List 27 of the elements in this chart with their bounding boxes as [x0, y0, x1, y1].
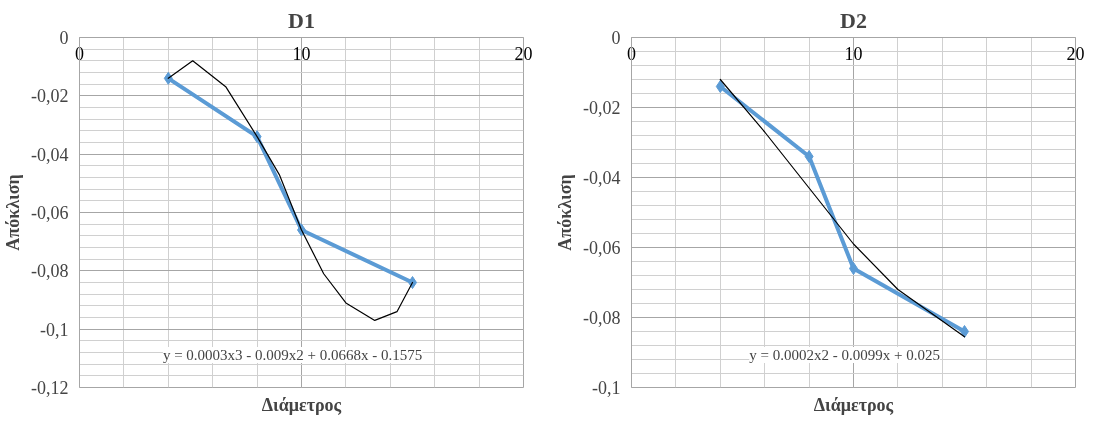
- y-tick-label: -0,02: [583, 98, 621, 118]
- y-tick-label: -0,12: [31, 378, 69, 398]
- x-axis-title: Διάμετρος: [813, 394, 894, 415]
- y-tick-label: -0,04: [583, 168, 621, 188]
- x-tick-label: 20: [1066, 43, 1085, 64]
- y-tick-label: -0,08: [583, 308, 621, 328]
- y-tick-label: -0,06: [583, 238, 621, 258]
- y-tick-label: -0,08: [31, 261, 69, 282]
- y-tick-label: -0,1: [592, 378, 621, 398]
- y-axis-title: Απόκλιση: [3, 174, 24, 251]
- point: [715, 80, 725, 93]
- y-axis-title: Απόκλιση: [555, 174, 576, 251]
- x-tick-label: 20: [514, 43, 533, 64]
- y-tick-label: -0,02: [31, 86, 69, 107]
- x-tick-label: 10: [292, 43, 311, 64]
- annotation: y = 0.0002x2 - 0.0099x + 0.025: [749, 347, 940, 363]
- y-tick-label: 0: [611, 28, 621, 48]
- y-tick-label: 0: [59, 28, 69, 48]
- y-tick-label: -0,04: [31, 144, 69, 165]
- y-tick-label: -0,1: [40, 319, 69, 340]
- y-tick-label: -0,06: [31, 203, 69, 223]
- x-tick-label: 10: [844, 43, 863, 64]
- annotation: y = 0.0003x3 - 0.009x2 + 0.0668x - 0.1575: [162, 347, 423, 363]
- chart-title: D1: [288, 7, 315, 33]
- point: [804, 150, 814, 163]
- chart-title: D2: [840, 7, 867, 33]
- x-axis-title: Διάμετρος: [261, 394, 342, 415]
